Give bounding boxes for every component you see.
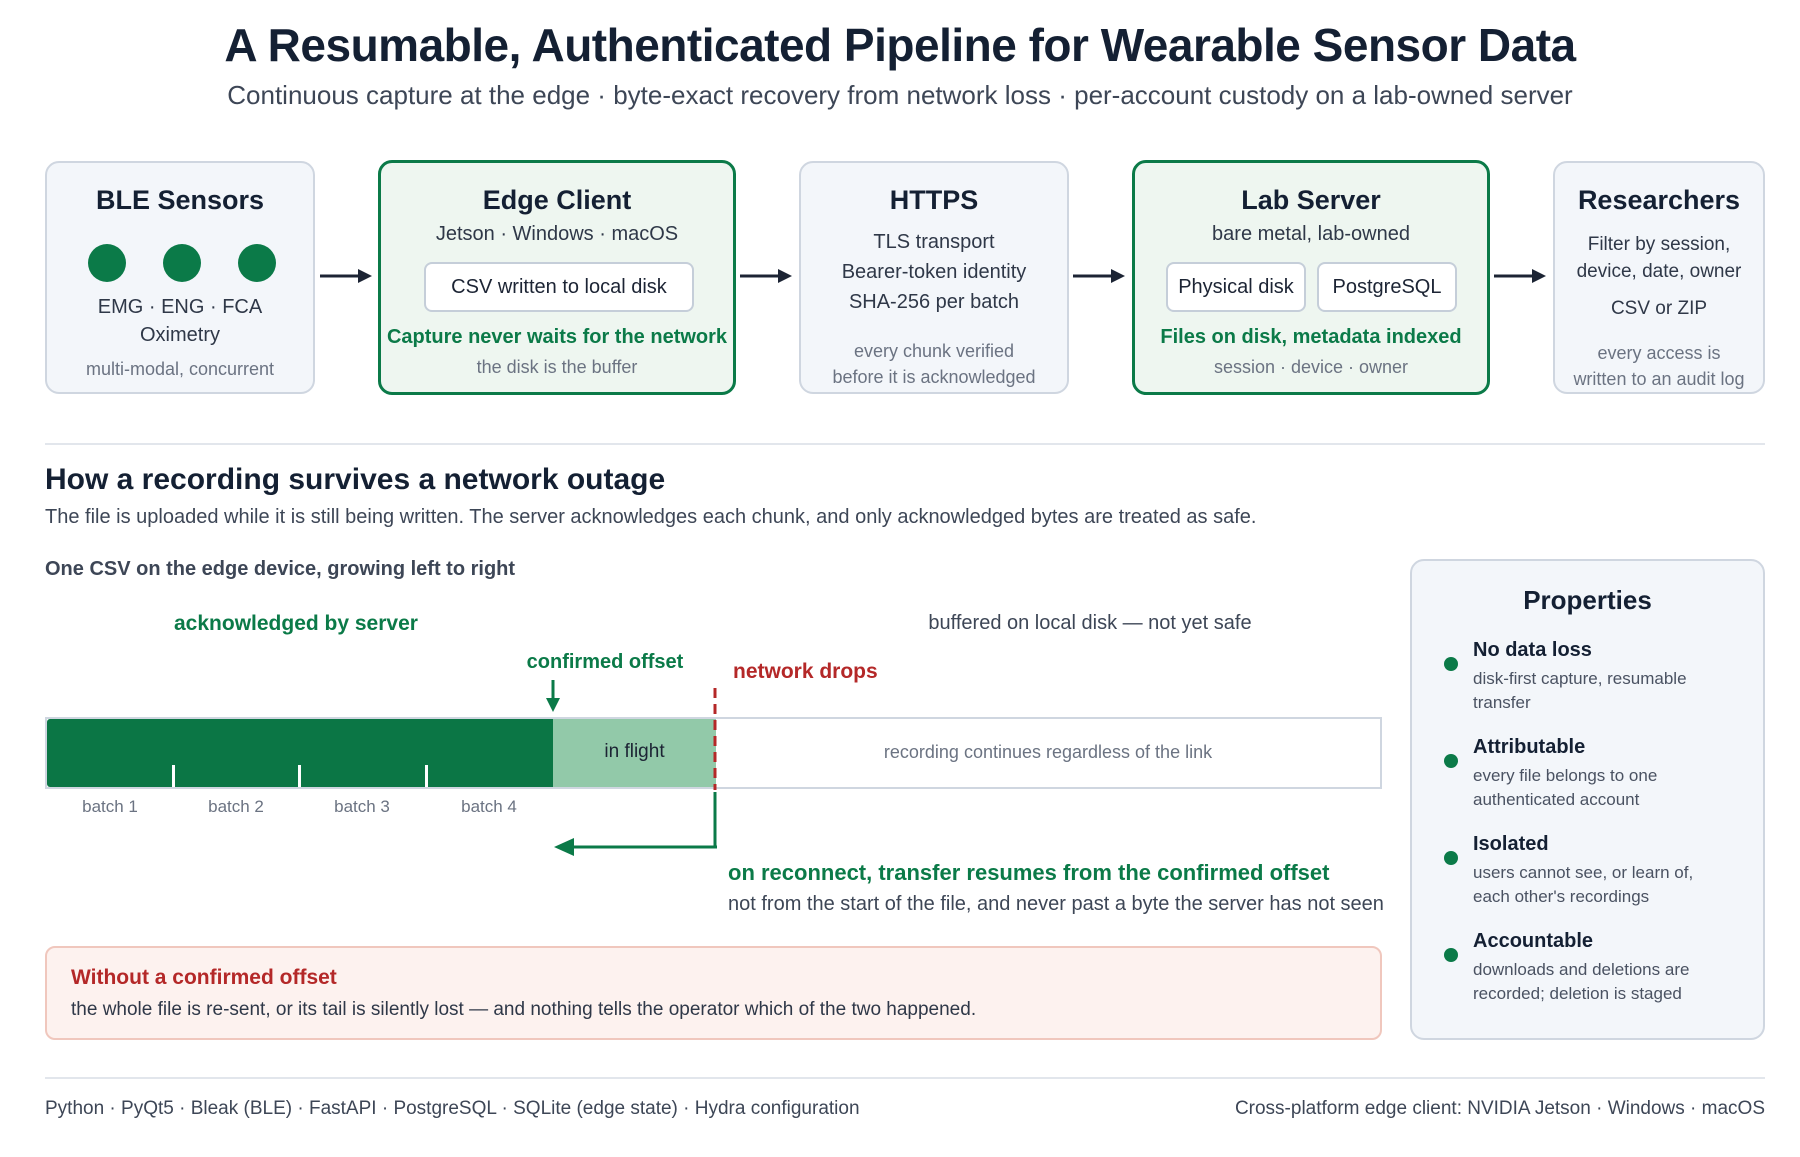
researchers-line-3: CSV or ZIP xyxy=(1610,298,1708,319)
edge-highlight: Capture never waits for the network xyxy=(386,326,728,348)
researchers-box: Researchers Filter by session, device, d… xyxy=(1553,161,1765,394)
properties-panel xyxy=(1410,559,1765,1040)
property-bullet-icon xyxy=(1444,657,1458,671)
https-box: HTTPS TLS transport Bearer-token identit… xyxy=(799,161,1069,394)
sensor-dot-icon xyxy=(163,244,201,282)
in-flight-segment xyxy=(553,719,716,787)
property-desc: users cannot see, or learn of, each othe… xyxy=(1473,861,1743,909)
confirmed-offset-arrow-icon xyxy=(546,680,560,712)
researchers-line-2: device, date, owner xyxy=(1576,261,1742,282)
property-bullet-icon xyxy=(1444,851,1458,865)
lab-server-sub: bare metal, lab-owned xyxy=(1212,223,1410,245)
researchers-title: Researchers xyxy=(1577,185,1741,215)
flow-arrow-icon xyxy=(740,269,792,283)
edge-client-title: Edge Client xyxy=(482,185,632,215)
flow-arrow-icon xyxy=(1073,269,1125,283)
footer-divider xyxy=(45,1077,1765,1079)
batch-tick xyxy=(298,765,301,787)
in-flight-label: in flight xyxy=(604,741,665,762)
csv-growth-label: One CSV on the edge device, growing left… xyxy=(45,558,516,580)
property-desc-line: users cannot see, or learn of, xyxy=(1473,863,1694,882)
https-line-1: TLS transport xyxy=(873,231,995,253)
reconnect-title: on reconnect, transfer resumes from the … xyxy=(728,860,1330,885)
resume-arrow-icon xyxy=(554,838,717,856)
server-note: session · device · owner xyxy=(1213,357,1409,377)
buffered-label: buffered on local disk — not yet safe xyxy=(928,612,1252,634)
postgresql-label: PostgreSQL xyxy=(1332,276,1442,298)
property-desc-line: recorded; deletion is staged xyxy=(1473,984,1682,1003)
researchers-note-1: every access is xyxy=(1597,343,1721,363)
properties-title: Properties xyxy=(1523,585,1652,615)
property-bullet-icon xyxy=(1444,754,1458,768)
property-desc-line: disk-first capture, resumable xyxy=(1473,669,1687,688)
recording-continues-label: recording continues regardless of the li… xyxy=(883,742,1213,762)
https-line-3: SHA-256 per batch xyxy=(848,291,1020,313)
https-note-2: before it is acknowledged xyxy=(832,367,1036,387)
footer-tech-stack: Python · PyQt5 · Bleak (BLE) · FastAPI ·… xyxy=(45,1098,860,1119)
lab-server-box: Lab Server bare metal, lab-owned Physica… xyxy=(1132,160,1490,395)
batch-tick xyxy=(425,765,428,787)
lab-server-title: Lab Server xyxy=(1241,185,1381,215)
researchers-line-1: Filter by session, xyxy=(1587,234,1731,255)
edge-platforms: Jetson · Windows · macOS xyxy=(435,223,679,245)
batch-label: batch 2 xyxy=(208,797,264,816)
sensors-note: multi-modal, concurrent xyxy=(85,359,275,379)
physical-disk-pill: Physical disk xyxy=(1166,262,1306,312)
ble-sensors-box: BLE Sensors EMG · ENG · FCA Oximetry mul… xyxy=(45,161,315,394)
researchers-note-2: written to an audit log xyxy=(1573,369,1745,389)
page-subtitle: Continuous capture at the edge · byte-ex… xyxy=(227,80,1573,110)
batch-label: batch 4 xyxy=(461,797,517,816)
confirmed-offset-label: confirmed offset xyxy=(526,651,684,673)
https-title: HTTPS xyxy=(889,185,979,215)
sensor-dot-icon xyxy=(238,244,276,282)
property-title: Isolated xyxy=(1473,833,1549,855)
page-title: A Resumable, Authenticated Pipeline for … xyxy=(224,19,1576,71)
reconnect-description: not from the start of the file, and neve… xyxy=(728,893,1384,915)
outage-section-title: How a recording survives a network outag… xyxy=(45,463,666,496)
postgresql-pill: PostgreSQL xyxy=(1317,262,1457,312)
property-desc: every file belongs to one authenticated … xyxy=(1473,764,1743,812)
warning-description: the whole file is re-sent, or its tail i… xyxy=(71,999,977,1020)
property-desc-line: authenticated account xyxy=(1473,790,1640,809)
edge-note: the disk is the buffer xyxy=(476,357,638,377)
batch-tick xyxy=(172,765,175,787)
property-desc-line: transfer xyxy=(1473,693,1531,712)
property-desc: disk-first capture, resumable transfer xyxy=(1473,667,1743,715)
ble-sensors-title: BLE Sensors xyxy=(95,185,265,215)
warning-box xyxy=(45,946,1382,1040)
footer-platforms: Cross-platform edge client: NVIDIA Jetso… xyxy=(1234,1098,1765,1119)
flow-arrow-icon xyxy=(1494,269,1546,283)
property-desc-line: each other's recordings xyxy=(1473,887,1650,906)
physical-disk-label: Physical disk xyxy=(1178,276,1294,298)
property-title: No data loss xyxy=(1473,639,1592,661)
edge-client-box: Edge Client Jetson · Windows · macOS CSV… xyxy=(378,160,736,395)
network-drop-line xyxy=(713,688,717,848)
csv-local-disk-label: CSV written to local disk xyxy=(451,276,667,298)
network-drops-label: network drops xyxy=(733,660,878,683)
csv-local-disk-pill: CSV written to local disk xyxy=(424,262,694,312)
property-title: Attributable xyxy=(1473,736,1586,758)
batch-label: batch 1 xyxy=(82,797,138,816)
acknowledged-label: acknowledged by server xyxy=(174,612,418,635)
property-desc-line: every file belongs to one xyxy=(1473,766,1658,785)
server-highlight: Files on disk, metadata indexed xyxy=(1160,326,1462,348)
warning-title: Without a confirmed offset xyxy=(71,966,337,989)
https-line-2: Bearer-token identity xyxy=(841,261,1027,283)
sensor-modalities: EMG · ENG · FCA xyxy=(97,296,263,318)
sensor-dot-icon xyxy=(88,244,126,282)
batch-label: batch 3 xyxy=(334,797,390,816)
outage-section-description: The file is uploaded while it is still b… xyxy=(45,506,1257,528)
flow-arrow-icon xyxy=(320,269,372,283)
property-desc: downloads and deletions are recorded; de… xyxy=(1473,958,1743,1006)
https-note-1: every chunk verified xyxy=(853,341,1015,361)
sensor-modalities-2: Oximetry xyxy=(140,324,220,346)
property-title: Accountable xyxy=(1473,930,1594,952)
property-desc-line: downloads and deletions are xyxy=(1473,960,1690,979)
section-divider xyxy=(45,443,1765,445)
property-bullet-icon xyxy=(1444,948,1458,962)
